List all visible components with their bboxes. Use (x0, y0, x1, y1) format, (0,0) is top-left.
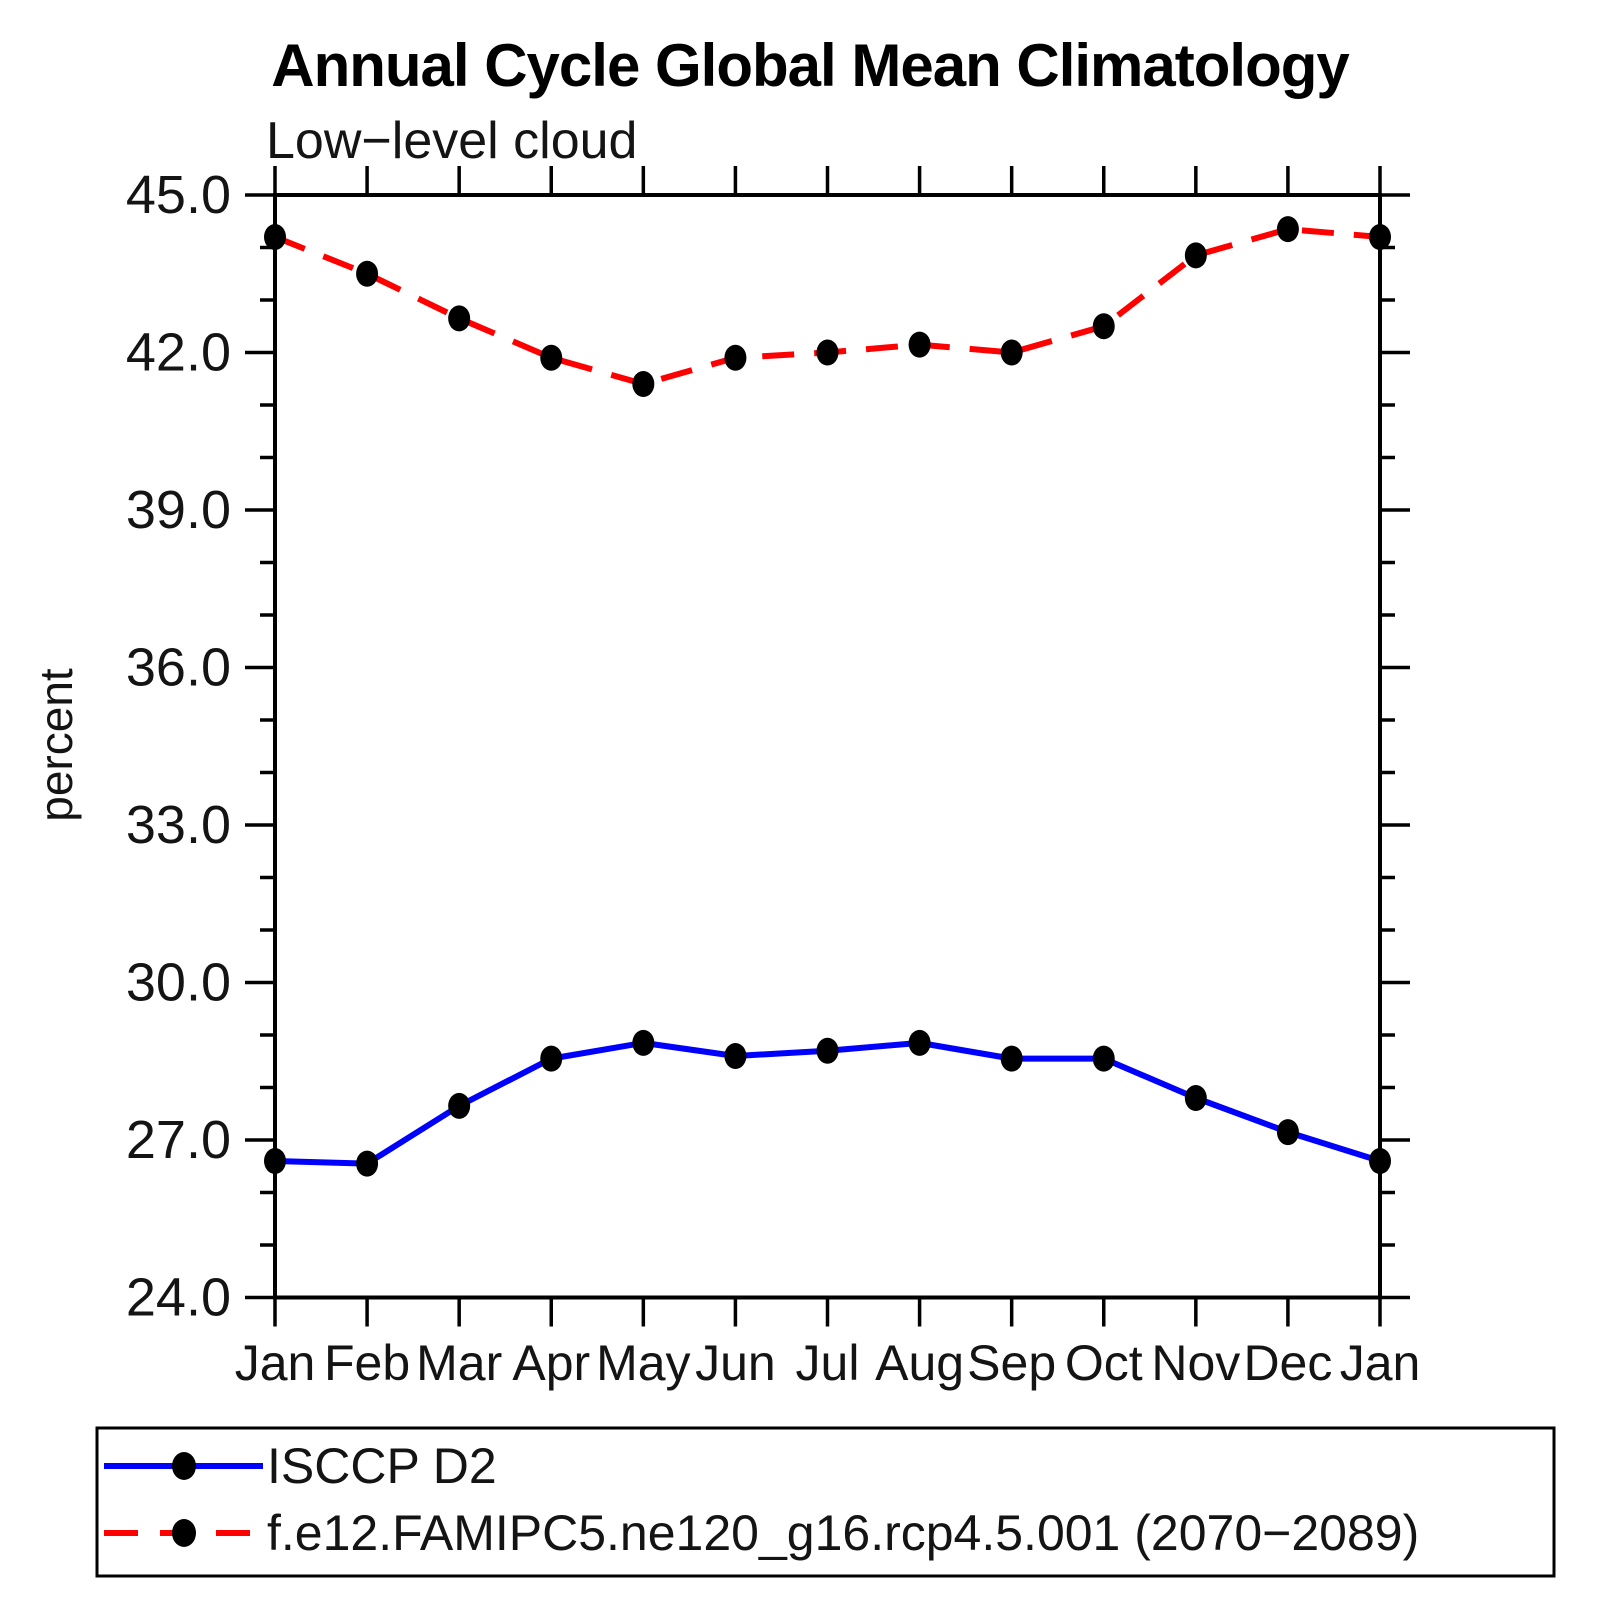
series-isccp-d2 (264, 1029, 1391, 1177)
x-tick-label: Apr (512, 1335, 590, 1391)
chart-title: Annual Cycle Global Mean Climatology (271, 32, 1350, 99)
x-axis-ticks: Jan Feb Mar Apr May Jun Jul Aug Sep Oct Nov Dec Jan (235, 166, 1421, 1391)
data-point-marker (816, 339, 839, 366)
data-point-marker (1000, 1045, 1023, 1072)
y-tick-label: 33.0 (126, 795, 231, 855)
legend-box (95, 1426, 1556, 1578)
data-point-marker (540, 1045, 563, 1072)
legend-item-model-run: f.e12.FAMIPC5.ne120_g16.rcp4.5.001 (2070… (104, 1505, 1419, 1561)
x-tick-label: Jan (1340, 1335, 1421, 1391)
legend: ISCCP D2 f.e12.FAMIPC5.ne120_g16.rcp4.5.… (95, 1426, 1556, 1578)
data-point-marker (1000, 339, 1023, 366)
data-point-marker (1369, 224, 1391, 250)
x-tick-label: Jun (695, 1335, 776, 1391)
legend-label-isccp-d2: ISCCP D2 (267, 1438, 497, 1494)
legend-label-model-run: f.e12.FAMIPC5.ne120_g16.rcp4.5.001 (2070… (267, 1505, 1419, 1561)
data-point-marker (908, 331, 931, 358)
y-axis-label: percent (30, 668, 82, 822)
data-point-marker (448, 1092, 471, 1119)
x-tick-label: Dec (1243, 1335, 1332, 1391)
data-point-marker (632, 1029, 655, 1056)
x-tick-label: Jan (235, 1335, 316, 1391)
y-tick-label: 24.0 (126, 1268, 231, 1328)
data-point-marker (264, 1148, 286, 1174)
data-point-marker (724, 1043, 747, 1069)
y-tick-label: 45.0 (126, 165, 231, 225)
data-point-marker (632, 371, 655, 397)
y-tick-label: 27.0 (126, 1110, 231, 1170)
y-tick-label: 39.0 (126, 480, 231, 540)
data-point-marker (1184, 1085, 1207, 1111)
data-point-marker (1092, 1045, 1115, 1072)
x-tick-label: Feb (324, 1335, 410, 1391)
data-point-marker (448, 305, 471, 332)
chart-subtitle: Low−level cloud (266, 112, 637, 170)
y-axis-ticks: 24.0 27.0 30.0 33.0 36.0 39.0 42.0 45.0 (126, 165, 1410, 1328)
x-tick-label: Sep (967, 1335, 1056, 1391)
data-point-marker (356, 260, 379, 287)
data-point-marker (1092, 313, 1115, 340)
series-model-run (264, 216, 1391, 397)
data-point-marker (264, 224, 286, 250)
x-tick-label: Jul (796, 1335, 860, 1391)
y-tick-label: 42.0 (126, 323, 231, 383)
legend-marker-icon (172, 1519, 196, 1547)
data-point-marker (724, 344, 747, 371)
data-point-marker (816, 1037, 839, 1064)
x-tick-label: Mar (416, 1335, 502, 1391)
y-tick-label: 36.0 (126, 638, 231, 698)
data-point-marker (1276, 216, 1299, 243)
x-tick-label: May (596, 1335, 690, 1391)
x-tick-label: Nov (1151, 1335, 1240, 1391)
data-point-marker (540, 344, 563, 371)
data-point-marker (1276, 1119, 1299, 1146)
data-point-marker (1369, 1148, 1391, 1174)
x-tick-label: Oct (1065, 1335, 1143, 1391)
data-point-marker (356, 1150, 379, 1177)
y-tick-label: 30.0 (126, 953, 231, 1013)
legend-item-isccp-d2: ISCCP D2 (104, 1438, 497, 1494)
x-tick-label: Aug (875, 1335, 964, 1391)
data-point-marker (1184, 242, 1207, 269)
data-point-marker (908, 1029, 931, 1056)
legend-marker-icon (172, 1452, 196, 1480)
